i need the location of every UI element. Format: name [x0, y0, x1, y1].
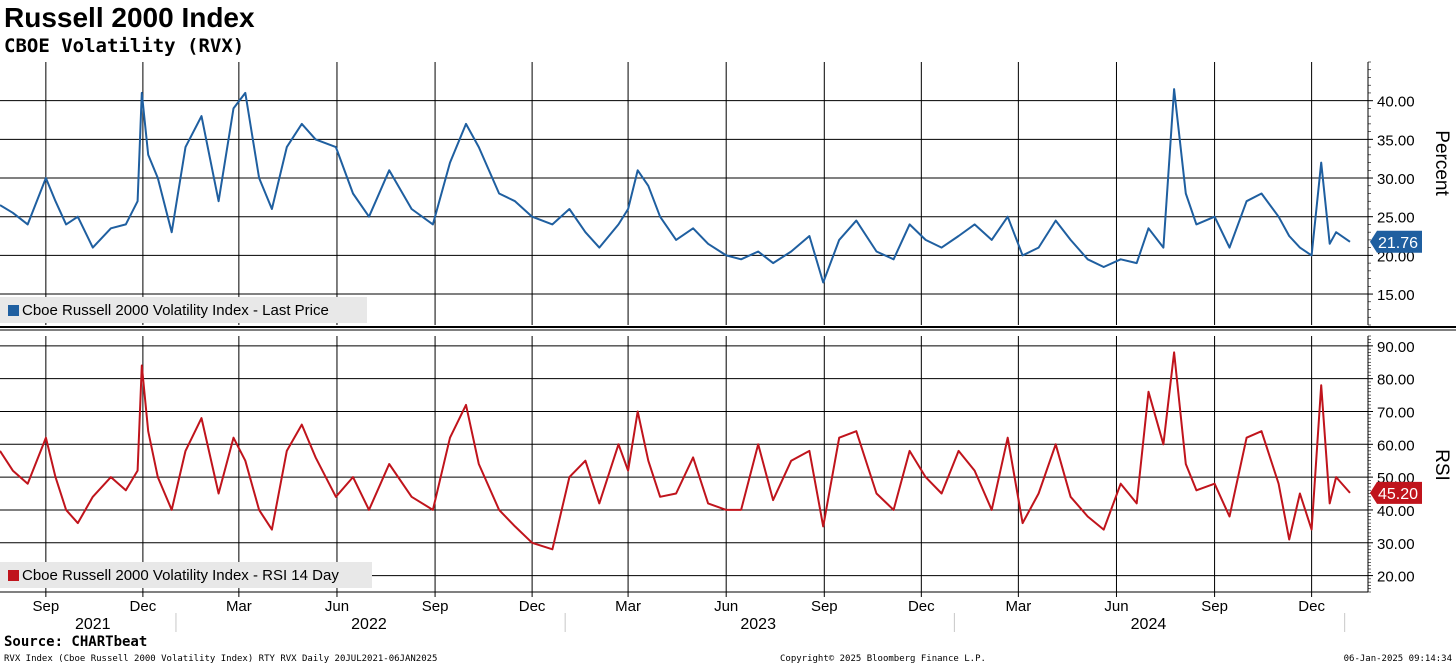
x-year-label: 2021: [75, 616, 111, 633]
source-note: Source: CHARTbeat: [4, 634, 148, 650]
y-tick-label: 60.00: [1377, 437, 1415, 454]
legend-label: Cboe Russell 2000 Volatility Index - Las…: [22, 302, 329, 319]
x-year-label: 2023: [740, 616, 776, 633]
y-tick-label: 40.00: [1377, 503, 1415, 520]
x-tick-label: Mar: [226, 598, 252, 615]
legend-label: Cboe Russell 2000 Volatility Index - RSI…: [22, 567, 339, 584]
x-tick-label: Sep: [1201, 598, 1228, 615]
x-tick-label: Jun: [325, 598, 349, 615]
y-tick-label: 40.00: [1377, 94, 1415, 111]
legend-swatch: [8, 570, 19, 581]
x-tick-label: Sep: [811, 598, 838, 615]
x-tick-label: Dec: [519, 598, 546, 615]
y-tick-label: 25.00: [1377, 210, 1415, 227]
chart-title: Russell 2000 Index: [4, 2, 255, 33]
x-tick-label: Dec: [130, 598, 157, 615]
legend-box: [0, 562, 372, 588]
x-year-label: 2022: [351, 616, 387, 633]
last-value-label: 21.76: [1378, 235, 1418, 252]
y-tick-label: 15.00: [1377, 287, 1415, 304]
y-tick-label: 70.00: [1377, 404, 1415, 421]
legend-box: [0, 297, 367, 323]
chart-subtitle: CBOE Volatility (RVX): [4, 35, 245, 57]
footer-timestamp: 06-Jan-2025 09:14:34: [1343, 654, 1452, 664]
y-tick-label: 80.00: [1377, 372, 1415, 389]
x-tick-label: Mar: [615, 598, 641, 615]
legend-swatch: [8, 305, 19, 316]
y-tick-label: 90.00: [1377, 339, 1415, 356]
y-tick-label: 30.00: [1377, 171, 1415, 188]
series-line: [0, 351, 1351, 551]
x-tick-label: Sep: [422, 598, 449, 615]
y-tick-label: 20.00: [1377, 569, 1415, 586]
x-tick-label: Dec: [1298, 598, 1325, 615]
x-tick-label: Sep: [33, 598, 60, 615]
y-axis-title: Percent: [1431, 130, 1452, 196]
x-tick-label: Dec: [908, 598, 935, 615]
y-tick-label: 35.00: [1377, 132, 1415, 149]
y-axis-title: RSI: [1431, 449, 1452, 481]
y-tick-label: 30.00: [1377, 536, 1415, 553]
x-tick-label: Mar: [1005, 598, 1031, 615]
last-value-badge: [1370, 230, 1422, 253]
x-tick-label: Jun: [1104, 598, 1128, 615]
last-value-badge: [1370, 481, 1422, 504]
x-year-label: 2024: [1131, 616, 1167, 633]
x-tick-label: Jun: [714, 598, 738, 615]
series-line: [0, 88, 1351, 284]
footer-copyright: Copyright© 2025 Bloomberg Finance L.P.: [780, 654, 986, 664]
footer-ticker-info: RVX Index (Cboe Russell 2000 Volatility …: [4, 654, 438, 664]
last-value-label: 45.20: [1378, 486, 1418, 503]
